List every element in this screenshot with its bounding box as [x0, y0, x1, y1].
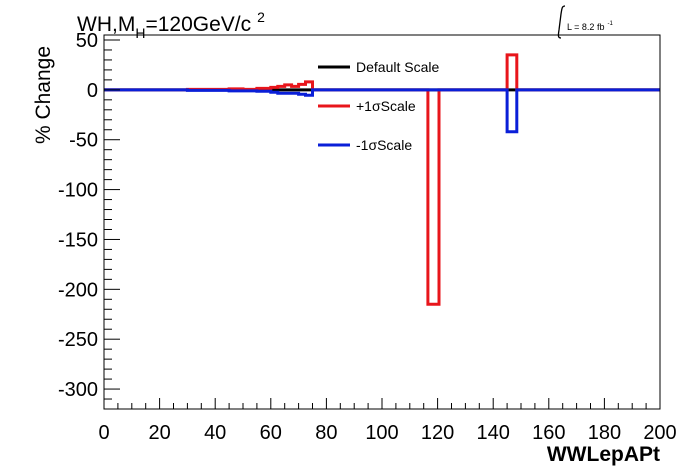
y-tick-label: -200 [58, 279, 98, 301]
x-tick-label: 200 [643, 422, 676, 444]
chart-title: WH,MH=120GeV/c 2 [77, 9, 265, 41]
x-tick-label: 180 [588, 422, 621, 444]
y-tick-label: -100 [58, 180, 98, 202]
x-tick-label: 60 [260, 422, 282, 444]
title-subscript: H [135, 25, 145, 41]
x-tick-label: 0 [98, 422, 109, 444]
y-tick-label: -150 [58, 229, 98, 251]
y-axis: -300 -250 -200 -150 -100 -50 0 50 [58, 30, 120, 410]
series-layer [104, 53, 660, 306]
title: WH,MH=120GeV/c 2 [77, 9, 265, 41]
x-tick-label: 40 [204, 422, 226, 444]
series-line-3 [104, 88, 660, 134]
x-tick-label: 80 [315, 422, 337, 444]
integral-icon [557, 5, 566, 39]
y-tick-label: -250 [58, 329, 98, 351]
x-tick-label: 20 [148, 422, 170, 444]
x-tick-label: 100 [365, 422, 398, 444]
legend-entry-3: -1σScale [356, 137, 412, 153]
lumi-label: L = 8.2 fb -1 [567, 21, 613, 32]
y-tick-label: 50 [76, 30, 98, 52]
x-axis-label: WWLepAPt [547, 443, 660, 466]
x-tick-label: 140 [477, 422, 510, 444]
y-tick-label: 0 [87, 80, 98, 102]
y-tick-label: -300 [58, 379, 98, 401]
legend-entry-2: +1σScale [356, 98, 416, 114]
lumi-superscript: -1 [607, 21, 613, 27]
y-axis-label: % Change [32, 46, 55, 144]
title-superscript: 2 [257, 9, 265, 25]
x-tick-label: 120 [421, 422, 454, 444]
title-tail: =120GeV/c [145, 13, 251, 36]
x-tick-label: 160 [532, 422, 565, 444]
x-axis: 0 20 40 60 80 100 120 140 160 180 200 [98, 398, 677, 444]
lumi-annotation: L = 8.2 fb -1 [557, 5, 613, 39]
legend: Default Scale +1σScale -1σScale [318, 59, 439, 153]
legend-entry-1: Default Scale [356, 59, 439, 75]
y-tick-label: -50 [69, 130, 98, 152]
